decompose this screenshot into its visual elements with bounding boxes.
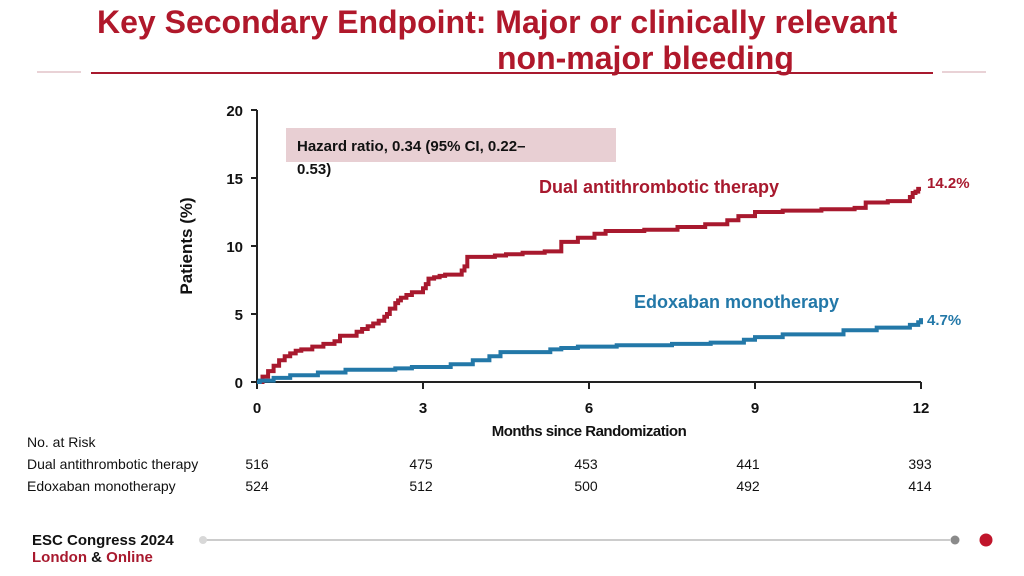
risk-value: 453: [574, 456, 598, 472]
curve-dual-antithrombotic: [257, 186, 921, 384]
x-axis-label: Months since Randomization: [492, 423, 687, 440]
y-tick-label: 5: [235, 307, 243, 324]
title-rule-main: [91, 72, 933, 74]
title-rule-left: [37, 71, 81, 73]
risk-value: 516: [245, 456, 269, 472]
risk-row-label: Dual antithrombotic therapy: [27, 456, 199, 472]
risk-value: 492: [736, 478, 760, 494]
risk-value: 414: [908, 478, 932, 494]
conference-location-amp: &: [86, 549, 107, 566]
risk-value: 393: [908, 456, 932, 472]
y-axis-label: Patients (%): [177, 197, 196, 294]
x-tick-label: 9: [751, 400, 759, 417]
label-dual-antithrombotic: Dual antithrombotic therapy: [539, 177, 779, 197]
risk-value: 512: [409, 478, 433, 494]
end-label-edoxaban: 4.7%: [927, 312, 961, 329]
x-tick-label: 0: [253, 400, 261, 417]
y-tick-label: 15: [226, 171, 243, 188]
risk-table-header: No. at Risk: [27, 434, 96, 450]
slide-title-line-2: non-major bleeding: [497, 40, 794, 76]
conference-name: ESC Congress 2024: [32, 532, 174, 549]
y-tick-label: 0: [235, 375, 243, 392]
title-rule-right: [942, 71, 986, 73]
conference-location-london: London: [32, 549, 87, 566]
curve-edoxaban-monotherapy: [257, 318, 923, 384]
hazard-ratio-line-2: 0.53): [297, 161, 331, 178]
risk-value: 441: [736, 456, 760, 472]
y-tick-label: 10: [226, 239, 243, 256]
slide-title-line-1: Key Secondary Endpoint: Major or clinica…: [97, 4, 898, 40]
end-label-dual: 14.2%: [927, 175, 970, 192]
conference-location-online: Online: [106, 549, 153, 566]
x-tick-label: 6: [585, 400, 593, 417]
x-tick-label: 12: [913, 400, 930, 417]
risk-value: 524: [245, 478, 269, 494]
hazard-ratio-box: [286, 128, 616, 162]
x-tick-label: 3: [419, 400, 427, 417]
label-edoxaban-monotherapy: Edoxaban monotherapy: [634, 292, 839, 312]
y-tick-label: 20: [226, 103, 243, 120]
risk-value: 500: [574, 478, 598, 494]
hazard-ratio-line-1: Hazard ratio, 0.34 (95% CI, 0.22–: [297, 138, 525, 155]
conference-location: London & Online: [32, 550, 153, 566]
risk-value: 475: [409, 456, 433, 472]
risk-row-label: Edoxaban monotherapy: [27, 478, 176, 494]
